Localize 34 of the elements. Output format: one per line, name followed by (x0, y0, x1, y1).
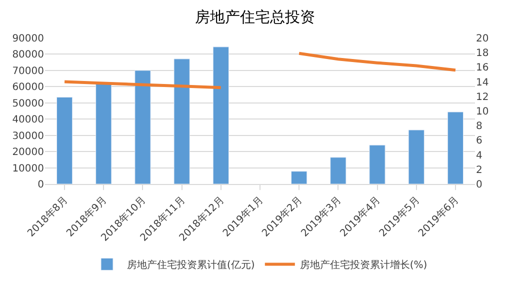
bar (447, 112, 464, 184)
bar (134, 70, 151, 184)
y-tick-label: 20000 (12, 147, 44, 158)
bar (96, 82, 112, 184)
y-tick-label: 10000 (12, 163, 44, 174)
bar (369, 144, 386, 184)
y-tick-label: 40000 (12, 114, 44, 126)
y2-tick-label: 20 (476, 34, 489, 44)
y2-tick-label: 2 (476, 164, 482, 176)
y2-tick-label: 0 (476, 180, 482, 190)
y-tick-label: 70000 (12, 66, 44, 77)
y-tick-label: 60000 (12, 82, 44, 94)
y2-tick-label: 6 (476, 136, 482, 147)
y2-tick-label: 8 (476, 121, 482, 132)
bar (56, 96, 73, 184)
bar (291, 171, 308, 184)
y-tick-label: 30000 (12, 130, 44, 142)
y-tick-label: 0 (38, 180, 44, 190)
y2-tick-label: 18 (476, 48, 489, 60)
bar (212, 46, 229, 184)
y2-tick-label: 12 (476, 92, 489, 103)
y2-tick-label: 14 (476, 77, 489, 88)
y2-tick-label: 10 (476, 106, 489, 118)
y-tick-label: 90000 (12, 34, 44, 44)
bar (408, 130, 424, 184)
y2-tick-label: 16 (476, 62, 489, 74)
legend-label: 房地产住宅投资累计值(亿元) (127, 259, 255, 272)
bar (330, 157, 346, 184)
y-tick-label: 80000 (12, 50, 44, 61)
y-tick-label: 50000 (12, 98, 44, 110)
bar (174, 58, 190, 184)
y2-tick-label: 4 (476, 150, 482, 162)
legend-label: 房地产住宅投资累计增长(%) (300, 259, 428, 272)
chart-title: 房地产住宅总投资 (195, 8, 315, 26)
